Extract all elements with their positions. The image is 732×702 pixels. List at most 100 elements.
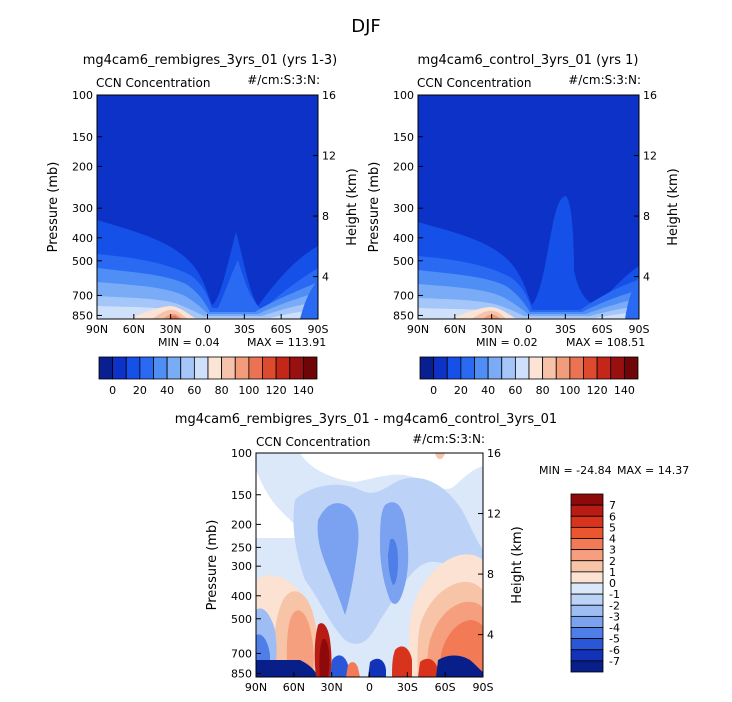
y-tick-label: 850 — [72, 309, 93, 322]
colorbar-tick-label: -5 — [609, 633, 620, 646]
panel-3-field-label: CCN Concentration — [256, 435, 370, 449]
colorbar-swatch — [460, 356, 475, 380]
colorbar-tick-label: 0 — [430, 384, 437, 397]
colorbar-swatch — [570, 549, 604, 562]
y-tick-label: 500 — [393, 255, 414, 268]
colorbar-swatch — [419, 356, 435, 380]
colorbar-tick-label: 60 — [508, 384, 522, 397]
y-tick-label: 500 — [72, 255, 93, 268]
colorbar-swatch — [153, 356, 168, 380]
y2-tick-label: 4 — [322, 271, 329, 284]
x-tick-label: 90N — [245, 681, 267, 694]
y-tick-label: 850 — [231, 667, 252, 680]
x-tick-label: 60N — [123, 323, 145, 336]
x-tick-label: 60N — [283, 681, 305, 694]
y2-tick-label: 16 — [487, 447, 501, 460]
colorbar-swatch — [570, 526, 604, 539]
colorbar-swatch — [514, 356, 530, 380]
panel-difference: mg4cam6_rembigres_3yrs_01 - mg4cam6_cont… — [175, 412, 689, 694]
y2-tick-label: 4 — [487, 629, 494, 642]
panel-1-contours — [97, 95, 318, 319]
colorbar-tick-label: 140 — [614, 384, 635, 397]
colorbar-swatch — [302, 356, 318, 380]
colorbar-swatch — [555, 356, 571, 380]
colorbar-swatch — [487, 356, 503, 380]
colorbar-swatch — [528, 356, 544, 380]
panel-3-min: MIN = -24.84 — [539, 464, 612, 477]
panel-control: mg4cam6_control_3yrs_01 (yrs 1) CCN Conc… — [367, 53, 681, 397]
y-tick-label: 250 — [231, 541, 252, 554]
y-tick-label: 300 — [393, 202, 414, 215]
colorbar-swatch — [125, 356, 141, 380]
colorbar-tick-label: 120 — [587, 384, 608, 397]
x-tick-label: 60N — [444, 323, 466, 336]
colorbar-tick-label: -4 — [609, 622, 620, 635]
colorbar-swatch — [570, 604, 604, 617]
x-tick-label: 90S — [629, 323, 650, 336]
colorbar-tick-label: -3 — [609, 610, 620, 623]
x-tick-label: 30S — [397, 681, 418, 694]
y-axis-label: Pressure (mb) — [46, 162, 61, 253]
x-tick-label: 90N — [86, 323, 108, 336]
colorbar-swatch — [98, 356, 114, 380]
y2-tick-label: 8 — [322, 210, 329, 223]
y-tick-label: 150 — [393, 131, 414, 144]
colorbar-swatch — [569, 356, 584, 380]
colorbar-swatch — [248, 356, 263, 380]
x-tick-label: 60S — [592, 323, 613, 336]
colorbar-swatch — [180, 356, 195, 380]
y2-axis-label: Height (km) — [510, 526, 525, 603]
colorbar-tick-label: 0 — [109, 384, 116, 397]
colorbar-swatch — [501, 356, 516, 380]
y2-tick-label: 8 — [487, 568, 494, 581]
colorbar-tick-label: 7 — [609, 499, 616, 512]
panel-2-field-label: CCN Concentration — [417, 76, 531, 90]
panel-2-min: MIN = 0.02 — [476, 336, 538, 349]
colorbar-tick-label: 40 — [481, 384, 495, 397]
y2-tick-label: 12 — [322, 150, 336, 163]
panel-1-min: MIN = 0.04 — [158, 336, 220, 349]
colorbar-swatch — [570, 660, 604, 673]
colorbar-swatch — [139, 356, 154, 380]
y-tick-label: 100 — [393, 89, 414, 102]
y-tick-label: 150 — [72, 131, 93, 144]
y-tick-label: 200 — [393, 160, 414, 173]
colorbar-swatch — [166, 356, 182, 380]
colorbar-tick-label: 100 — [559, 384, 580, 397]
y2-tick-label: 4 — [643, 271, 650, 284]
colorbar-swatch — [570, 593, 604, 606]
colorbar-swatch — [446, 356, 462, 380]
y2-axis-label: Height (km) — [666, 168, 681, 245]
y2-tick-label: 12 — [643, 150, 657, 163]
panel-1-title: mg4cam6_rembigres_3yrs_01 (yrs 1-3) — [83, 53, 337, 68]
x-tick-label: 30N — [160, 323, 182, 336]
panel-1-colorbar: 0 20 40 60 80 100 120 140 — [98, 356, 318, 397]
panel-3-units-label: #/cm:S:3:N: — [412, 432, 485, 446]
y-tick-label: 850 — [393, 309, 414, 322]
colorbar-swatch — [570, 515, 604, 528]
y-tick-label: 400 — [231, 590, 252, 603]
y2-tick-label: 16 — [322, 89, 336, 102]
y-tick-label: 400 — [393, 232, 414, 245]
x-tick-label: 30N — [481, 323, 503, 336]
colorbar-swatch — [570, 571, 604, 584]
colorbar-swatch — [207, 356, 223, 380]
y-tick-label: 200 — [231, 518, 252, 531]
panel-3-title: mg4cam6_rembigres_3yrs_01 - mg4cam6_cont… — [175, 412, 557, 427]
colorbar-tick-label: 140 — [293, 384, 314, 397]
x-tick-label: 0 — [204, 323, 211, 336]
panel-1-max: MAX = 113.91 — [247, 336, 326, 349]
x-tick-label: 90S — [308, 323, 329, 336]
x-tick-label: 30S — [234, 323, 255, 336]
panel-3-max: MAX = 14.37 — [617, 464, 689, 477]
colorbar-tick-label: 5 — [609, 521, 616, 534]
colorbar-tick-label: 6 — [609, 510, 616, 523]
colorbar-tick-label: -2 — [609, 599, 620, 612]
colorbar-swatch — [542, 356, 557, 380]
colorbar-tick-label: 40 — [160, 384, 174, 397]
colorbar-swatch — [570, 504, 604, 517]
y2-tick-label: 8 — [643, 210, 650, 223]
y-tick-label: 150 — [231, 489, 252, 502]
y2-axis-label: Height (km) — [345, 168, 360, 245]
